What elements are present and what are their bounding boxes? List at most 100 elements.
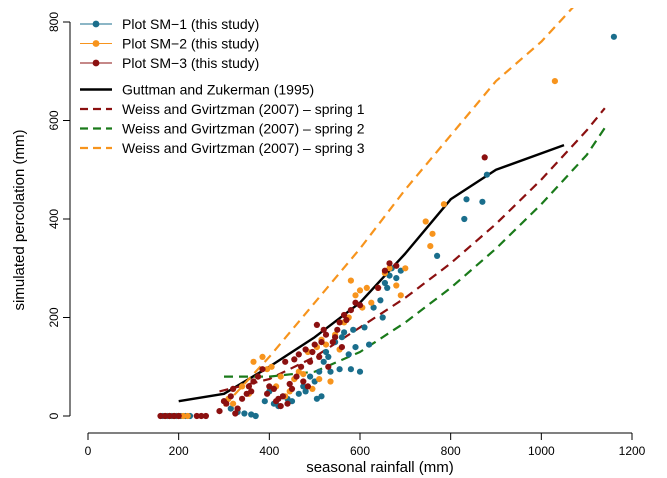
data-point: [343, 316, 350, 324]
data-point: [483, 171, 490, 178]
data-point: [166, 412, 173, 420]
data-point: [427, 243, 434, 250]
data-point: [298, 363, 305, 370]
data-point: [252, 412, 259, 420]
data-point: [361, 324, 368, 331]
data-point: [313, 395, 320, 402]
data-point: [327, 368, 334, 375]
data-point: [377, 297, 384, 304]
data-point: [216, 408, 223, 415]
data-point: [313, 321, 320, 328]
data-point: [279, 393, 286, 400]
data-point: [393, 262, 400, 269]
legend-label: Weiss and Gvirtzman (2007) – spring 2: [122, 121, 365, 137]
data-point: [434, 252, 441, 259]
data-point: [254, 373, 262, 380]
legend-entry: Plot SM−1 (this study): [80, 16, 259, 32]
data-point: [259, 353, 266, 360]
data-point: [402, 265, 409, 272]
data-point: [295, 390, 302, 397]
data-point: [379, 314, 386, 321]
data-point: [309, 348, 316, 356]
data-point: [386, 260, 393, 267]
data-point: [386, 265, 393, 272]
axes: 0 200 400 600 800 1000 1200 0 200 400 600 800: [47, 12, 646, 458]
data-point: [268, 363, 275, 370]
data-point: [347, 277, 354, 284]
legend-entry: Guttman and Zukerman (1995): [80, 82, 314, 98]
legend-label: Plot SM−3 (this study): [122, 55, 259, 71]
data-point: [320, 358, 327, 365]
data-point: [284, 400, 291, 407]
data-point: [350, 326, 357, 333]
legend-entry: Plot SM−3 (this study): [80, 55, 259, 71]
data-point: [316, 368, 323, 375]
y-tick-label: 0: [47, 412, 61, 419]
data-point: [366, 341, 373, 348]
data-point: [282, 358, 289, 365]
data-point: [370, 304, 377, 311]
legend-entry: Plot SM−2 (this study): [80, 36, 259, 52]
data-point: [227, 393, 234, 400]
data-point: [440, 201, 447, 208]
y-tick-label: 800: [47, 12, 61, 32]
data-point: [311, 341, 318, 348]
data-point: [397, 292, 404, 299]
data-point: [325, 353, 332, 360]
data-point: [352, 292, 359, 299]
data-point: [300, 371, 307, 378]
data-point: [293, 373, 300, 380]
data-point: [266, 383, 273, 390]
data-point: [230, 400, 237, 407]
data-point: [341, 311, 348, 319]
data-point: [393, 282, 400, 289]
data-point: [291, 356, 298, 363]
data-point: [245, 383, 252, 390]
data-point: [318, 339, 325, 346]
data-point: [463, 196, 470, 203]
data-point: [302, 388, 309, 395]
data-point: [341, 329, 348, 336]
data-point: [386, 272, 393, 279]
data-point: [286, 380, 293, 388]
data-point: [481, 154, 488, 161]
data-point: [157, 412, 164, 420]
data-point: [295, 351, 302, 358]
data-point: [261, 398, 268, 405]
plot-area: [157, 8, 618, 420]
data-point: [347, 366, 354, 373]
data-point: [479, 198, 486, 205]
data-point: [393, 275, 400, 282]
data-point: [336, 366, 343, 373]
data-point: [316, 353, 323, 360]
data-point: [381, 279, 388, 287]
data-point: [347, 307, 354, 314]
data-point: [327, 378, 334, 385]
x-tick-label: 800: [441, 444, 461, 458]
data-point: [184, 412, 191, 420]
data-point: [227, 405, 234, 412]
x-tick-label: 1000: [528, 444, 555, 458]
data-point: [384, 284, 391, 291]
data-point: [325, 363, 332, 370]
y-tick-label: 400: [47, 209, 61, 229]
data-point: [316, 376, 323, 383]
data-point: [304, 383, 311, 390]
legend-label: Plot SM−2 (this study): [122, 36, 259, 52]
legend-label: Guttman and Zukerman (1995): [122, 82, 314, 98]
data-point: [338, 334, 345, 341]
legend: Plot SM−1 (this study) Plot SM−2 (this st…: [80, 16, 365, 156]
data-point: [239, 383, 246, 390]
x-tick-label: 600: [350, 444, 370, 458]
x-tick-label: 1200: [619, 444, 646, 458]
data-point: [356, 302, 364, 309]
data-point: [277, 373, 284, 380]
data-point: [352, 344, 359, 351]
data-point: [232, 410, 239, 417]
data-point: [322, 331, 330, 338]
y-tick-label: 600: [47, 110, 61, 130]
x-tick-label: 0: [85, 444, 92, 458]
data-point: [241, 410, 248, 417]
data-point: [307, 358, 314, 365]
data-point: [270, 385, 277, 392]
